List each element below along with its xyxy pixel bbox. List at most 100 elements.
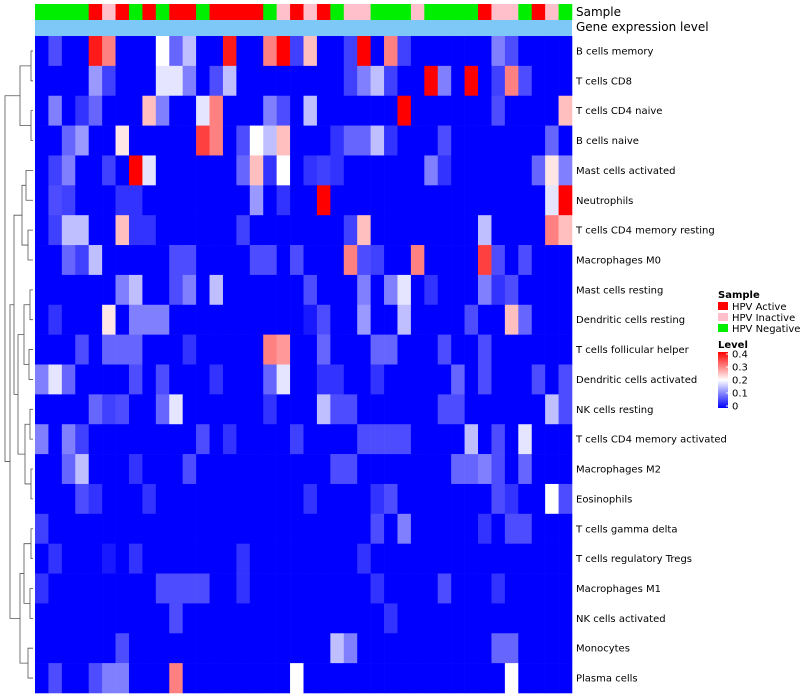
heatmap-cell — [330, 483, 345, 515]
heatmap-cell — [263, 424, 277, 455]
heatmap-cell — [196, 185, 210, 216]
dendrogram-branch — [30, 528, 33, 560]
heatmap-cell — [128, 364, 143, 395]
heatmap-cell — [451, 394, 465, 425]
heatmap-cell — [478, 185, 492, 216]
legend-label-hpv-active: HPV Active — [732, 302, 787, 313]
heatmap-cell — [249, 215, 264, 246]
heatmap-cell — [290, 65, 304, 97]
heatmap-cell — [128, 274, 143, 306]
heatmap-cell — [545, 95, 559, 126]
heatmap-cell — [236, 95, 251, 126]
heatmap-cell — [236, 454, 251, 485]
heatmap-cell — [558, 543, 573, 574]
heatmap-cell — [196, 573, 210, 604]
heatmap-cell — [397, 424, 412, 455]
heatmap-cell — [464, 394, 479, 425]
heatmap-cell — [410, 155, 425, 186]
heatmap-cell — [169, 95, 183, 126]
heatmap-cell — [196, 513, 210, 544]
heatmap-cell — [504, 364, 519, 395]
heatmap-cell — [491, 633, 506, 664]
heatmap-cell — [182, 95, 197, 126]
heatmap-cell — [276, 513, 291, 544]
heatmap-cell — [343, 394, 358, 425]
heatmap-cell — [263, 543, 277, 574]
heatmap-cell — [437, 663, 452, 694]
heatmap-cell — [397, 513, 412, 544]
heatmap-cell — [357, 274, 371, 306]
heatmap-cell — [410, 304, 425, 335]
heatmap-cell — [48, 543, 63, 574]
heatmap-cell — [316, 155, 331, 186]
heatmap-cell — [531, 483, 546, 515]
heatmap-cell — [209, 603, 224, 634]
heatmap-cell — [182, 334, 197, 365]
heatmap-cell — [290, 95, 304, 126]
heatmap-cell — [384, 573, 398, 604]
heatmap-cell — [75, 304, 89, 335]
heatmap-cell — [61, 633, 76, 664]
heatmap-cell — [276, 245, 291, 276]
heatmap-cell — [357, 36, 371, 67]
heatmap-cell — [128, 185, 143, 216]
heatmap-cell — [263, 663, 277, 694]
heatmap-cell — [303, 573, 318, 604]
heatmap-cell — [155, 334, 170, 365]
heatmap-cell — [397, 483, 412, 515]
heatmap-cell — [437, 454, 452, 485]
heatmap-cell — [451, 603, 465, 634]
heatmap-cell — [518, 155, 533, 186]
heatmap-cell — [249, 364, 264, 395]
heatmap-cell — [88, 454, 103, 485]
heatmap-cell — [209, 185, 224, 216]
heatmap-cell — [88, 95, 103, 126]
heatmap-cell — [182, 36, 197, 67]
annotation-bars — [35, 4, 573, 36]
heatmap-cell — [209, 513, 224, 544]
heatmap-cell — [410, 245, 425, 276]
heatmap-cell — [88, 513, 103, 544]
heatmap-cell — [437, 95, 452, 126]
heatmap-cell — [142, 483, 157, 515]
heatmap-cell — [437, 364, 452, 395]
heatmap-cell — [115, 663, 130, 694]
sample-annotation-hpv-inactive — [102, 4, 116, 20]
heatmap-cell — [316, 125, 331, 156]
heatmap-cell — [61, 36, 76, 67]
heatmap-cell — [142, 245, 157, 276]
heatmap-cell — [236, 513, 251, 544]
heatmap-cell — [196, 155, 210, 186]
heatmap-cell — [558, 364, 573, 395]
heatmap-cell — [290, 483, 304, 515]
heatmap-cell — [169, 215, 183, 246]
heatmap-cell — [518, 543, 533, 574]
heatmap-cell — [370, 543, 385, 574]
heatmap-cell — [504, 454, 519, 485]
heatmap-cell — [518, 215, 533, 246]
heatmap-cell — [410, 424, 425, 455]
heatmap-cell — [316, 394, 331, 425]
heatmap-cell — [222, 304, 237, 335]
heatmap-cell — [397, 125, 412, 156]
heatmap-cell — [330, 245, 345, 276]
heatmap-cell — [196, 633, 210, 664]
heatmap-cell — [531, 185, 546, 216]
heatmap-cell — [236, 215, 251, 246]
heatmap-cell — [478, 215, 492, 246]
heatmap-cell — [370, 573, 385, 604]
heatmap-cell — [209, 215, 224, 246]
heatmap-cell — [128, 633, 143, 664]
heatmap-cell — [478, 483, 492, 515]
heatmap-cell — [384, 663, 398, 694]
heatmap-cell — [102, 454, 116, 485]
heatmap-cell — [384, 454, 398, 485]
heatmap-cell — [397, 36, 412, 67]
heatmap-cell — [61, 125, 76, 156]
heatmap-cell — [531, 65, 546, 97]
dendrogram-branch — [29, 588, 33, 619]
heatmap-cell — [330, 215, 345, 246]
heatmap-cell — [491, 364, 506, 395]
heatmap-cell — [75, 364, 89, 395]
heatmap-cell — [451, 155, 465, 186]
